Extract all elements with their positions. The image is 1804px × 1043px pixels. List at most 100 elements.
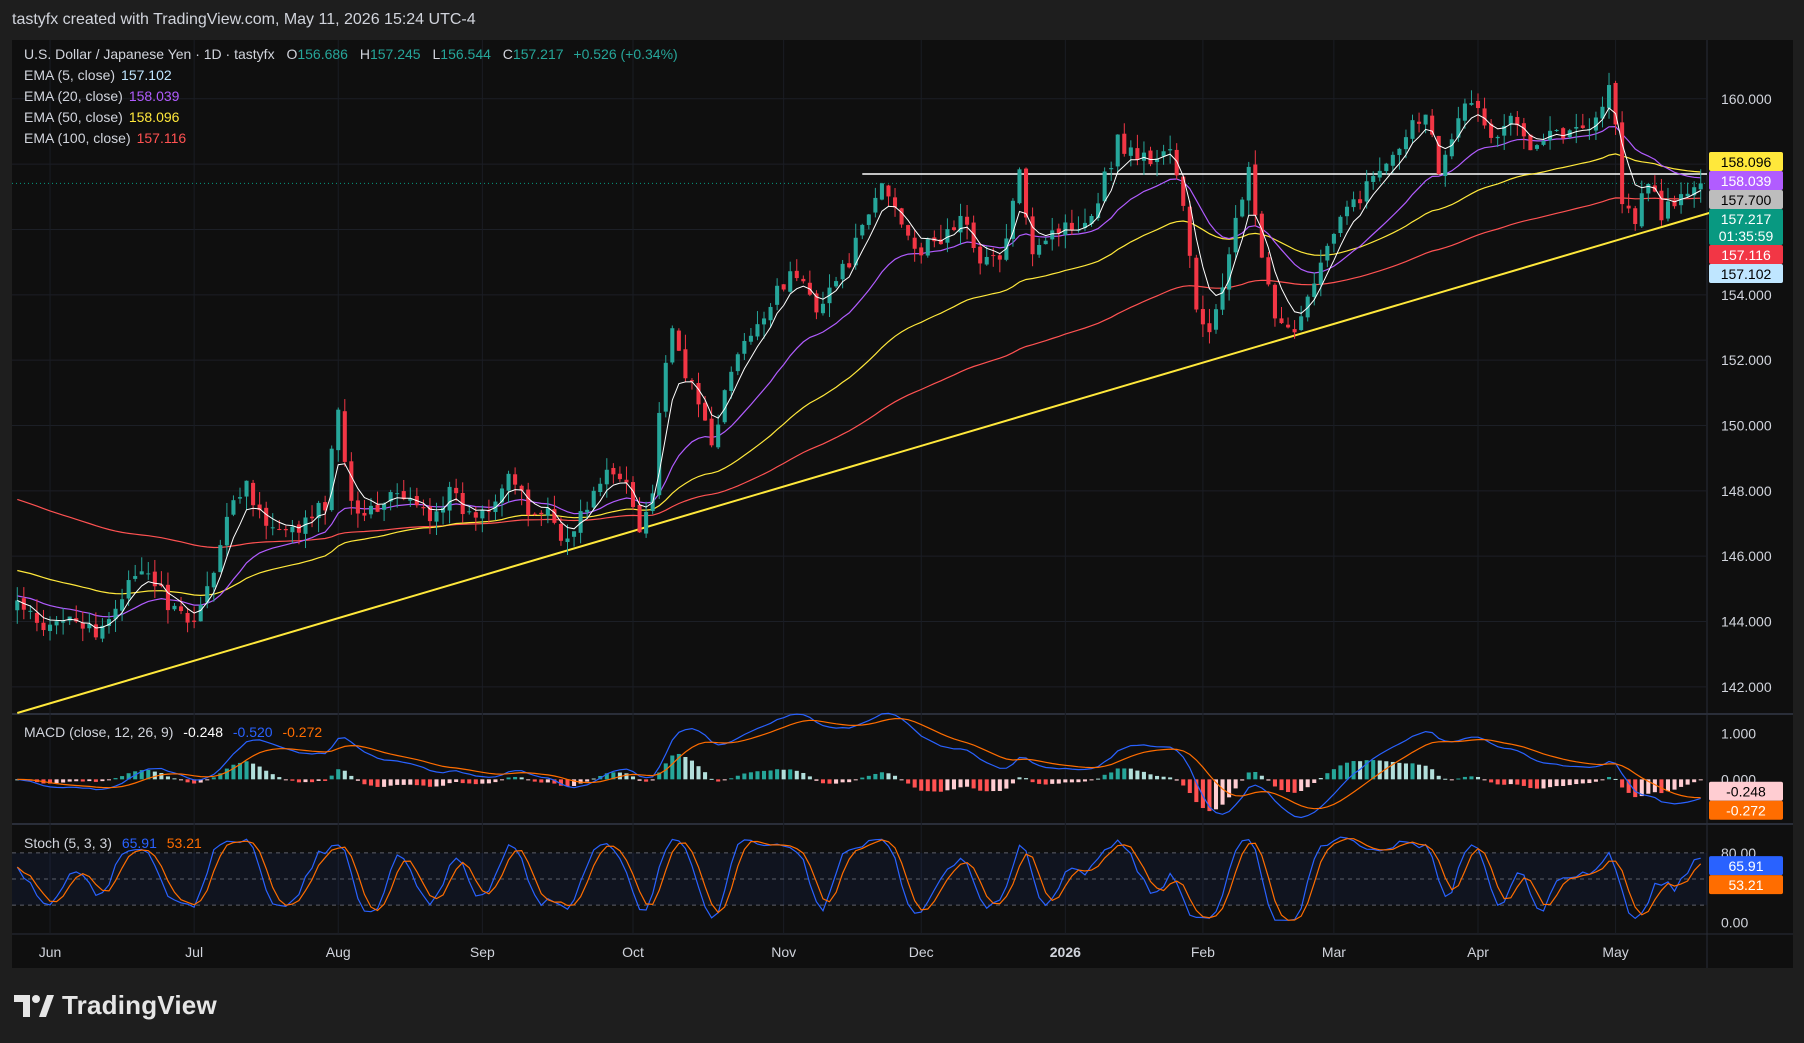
candle-body — [919, 247, 924, 256]
candle — [61, 607, 66, 635]
candle — [1364, 169, 1369, 209]
axis-badge-label: 158.096 — [1721, 154, 1772, 170]
candle-body — [349, 461, 354, 501]
candle — [1377, 157, 1382, 182]
candle-body — [1155, 158, 1160, 163]
candle-body — [847, 263, 852, 268]
candle — [794, 259, 799, 282]
macd-histogram-bar — [807, 776, 812, 780]
tradingview-logo[interactable]: TradingView — [14, 990, 217, 1021]
candle — [1122, 123, 1127, 157]
candle-body — [1371, 176, 1376, 182]
macd-histogram-bar — [1443, 778, 1448, 780]
candle-body — [1318, 262, 1323, 285]
macd-histogram-bar — [493, 779, 498, 783]
candle — [840, 259, 845, 289]
candle-body — [814, 293, 819, 313]
macd-histogram-bar — [382, 779, 387, 787]
macd-histogram-bar — [1358, 761, 1363, 780]
candle — [1102, 167, 1107, 203]
symbol-name[interactable]: U.S. Dollar / Japanese Yen · 1D · tastyf… — [24, 46, 275, 62]
ema50-legend[interactable]: EMA (50, close) 158.096 — [24, 107, 678, 128]
macd-histogram-bar — [1692, 779, 1697, 783]
candle-body — [421, 507, 426, 509]
macd-histogram-bar — [1161, 776, 1166, 780]
macd-histogram-bar — [1181, 779, 1186, 786]
ema20-legend[interactable]: EMA (20, close) 158.039 — [24, 86, 678, 107]
candle — [447, 481, 452, 524]
macd-histogram-bar — [80, 779, 85, 782]
macd-histogram-bar — [1659, 779, 1664, 794]
macd-histogram-bar — [54, 779, 59, 784]
macd-histogram-bar — [237, 762, 243, 780]
price-tick-label: 160.000 — [1721, 91, 1772, 107]
candle-body — [1102, 171, 1107, 202]
macd-histogram-bar — [120, 776, 125, 780]
macd-histogram-bar — [349, 775, 354, 780]
candle — [1679, 182, 1684, 214]
candle-body — [965, 216, 970, 225]
candle-body — [1417, 121, 1422, 124]
macd-histogram-bar — [578, 779, 583, 784]
symbol-legend-row[interactable]: U.S. Dollar / Japanese Yen · 1D · tastyf… — [24, 44, 678, 65]
candle-body — [395, 493, 400, 495]
candle-body — [1403, 137, 1408, 150]
candle — [565, 524, 570, 556]
candle — [899, 207, 904, 228]
macd-histogram-bar — [676, 753, 681, 780]
candle — [630, 476, 636, 511]
candle — [1246, 161, 1251, 215]
macd-histogram-bar — [1364, 760, 1369, 780]
macd-histogram-bar — [657, 772, 662, 780]
candle-body — [401, 491, 406, 500]
candle — [1528, 134, 1533, 151]
candle — [152, 559, 157, 599]
candle-body — [106, 619, 112, 626]
candle-body — [237, 497, 243, 499]
ema100-legend[interactable]: EMA (100, close) 157.116 — [24, 128, 678, 149]
macd-histogram-bar — [1155, 775, 1160, 780]
ema5-legend[interactable]: EMA (5, close) 157.102 — [24, 65, 678, 86]
candle-body — [657, 412, 662, 496]
chart-frame[interactable]: 142.000 144.000 146.000 148.000 150.000 152.0… — [12, 40, 1793, 968]
candle-body — [1534, 145, 1539, 149]
candle — [1220, 273, 1225, 316]
candle — [1299, 305, 1304, 331]
macd-histogram-bar — [1200, 779, 1205, 809]
candle — [1109, 161, 1114, 181]
candle — [473, 506, 478, 531]
candle-body — [1672, 200, 1677, 207]
macd-histogram-bar — [290, 779, 295, 781]
candle — [80, 611, 85, 642]
candle — [120, 588, 125, 621]
candle-body — [1462, 103, 1467, 121]
time-tick-label: Sep — [470, 944, 495, 960]
candle-body — [323, 502, 328, 511]
candle — [748, 327, 753, 345]
macd-histogram-bar — [1082, 779, 1088, 782]
candle-body — [1069, 222, 1074, 231]
macd-histogram-bar — [722, 779, 727, 781]
candle — [486, 499, 491, 524]
macd-histogram-bar — [388, 779, 393, 786]
candle-body — [382, 503, 387, 510]
axis-badge-label: 157.217 — [1721, 211, 1772, 227]
macd-legend[interactable]: MACD (close, 12, 26, 9) -0.248 -0.520 -0… — [24, 724, 322, 740]
candle-body — [473, 512, 478, 518]
macd-histogram-bar — [1286, 779, 1291, 793]
candle — [1659, 178, 1664, 226]
macd-histogram-bar — [185, 779, 190, 783]
macd-histogram-bar — [93, 779, 98, 782]
stoch-legend[interactable]: Stoch (5, 3, 3) 65.91 53.21 — [24, 835, 202, 851]
candle — [1043, 237, 1048, 245]
candle — [454, 478, 459, 502]
candle — [1148, 146, 1153, 167]
macd-histogram-bar — [1580, 779, 1585, 784]
macd-histogram-bar — [925, 779, 930, 792]
macd-histogram-bar — [1482, 779, 1487, 781]
chart-svg[interactable]: 142.000 144.000 146.000 148.000 150.000 152.0… — [12, 40, 1793, 968]
candle-body — [1187, 206, 1192, 256]
candle-body — [165, 584, 170, 611]
candle — [1187, 200, 1192, 268]
candle — [1534, 144, 1539, 151]
